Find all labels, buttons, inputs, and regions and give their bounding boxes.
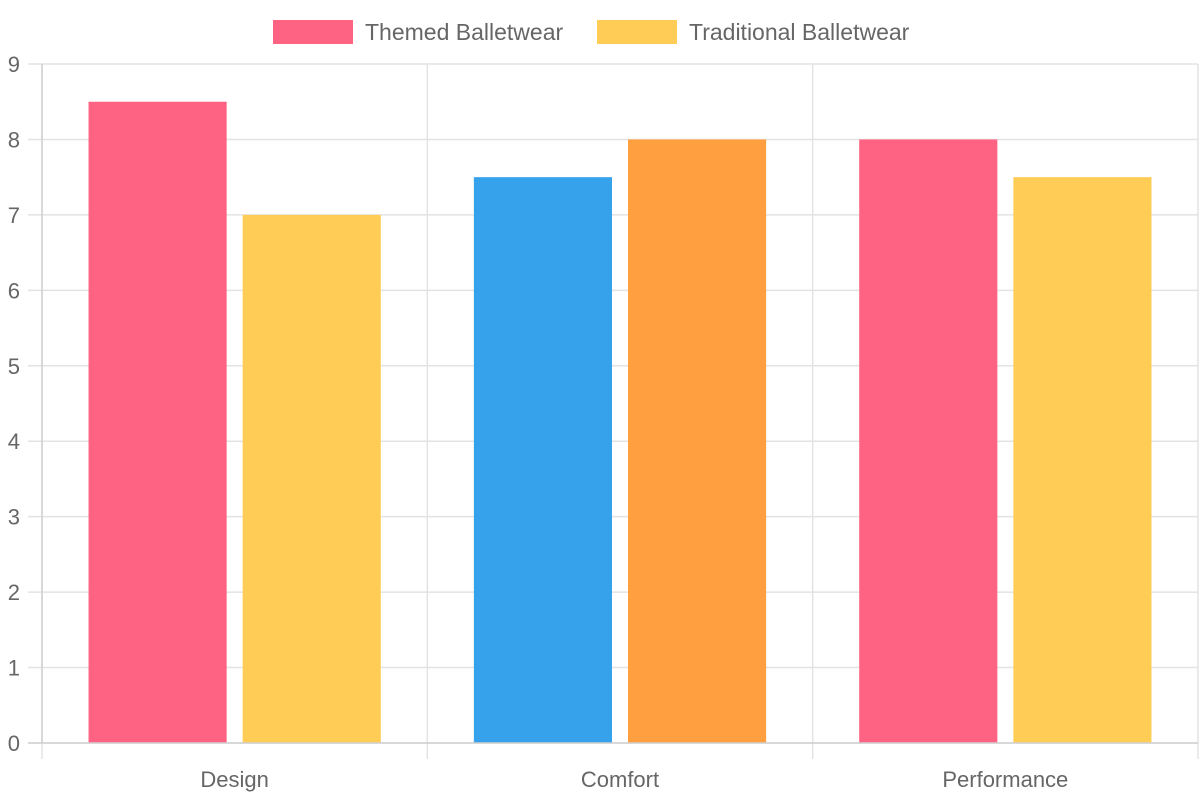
bar-comfort-traditional[interactable] (628, 139, 767, 743)
legend-swatch-traditional[interactable] (597, 20, 677, 44)
axes: 0 1 2 3 4 5 6 7 8 9 Design Comfort Performance (8, 52, 1198, 792)
y-tick-label: 6 (8, 278, 20, 303)
y-tick-label: 2 (8, 580, 20, 605)
y-tick-label: 9 (8, 52, 20, 77)
x-tick-label: Comfort (581, 767, 659, 792)
bar-performance-themed[interactable] (859, 139, 998, 743)
legend: Themed Balletwear Traditional Balletwear (273, 19, 910, 45)
y-tick-label: 4 (8, 429, 20, 454)
legend-swatch-themed[interactable] (273, 20, 353, 44)
y-tick-label: 8 (8, 127, 20, 152)
bar-comfort-themed[interactable] (473, 177, 612, 743)
x-tick-label: Design (200, 767, 268, 792)
bar-design-traditional[interactable] (242, 214, 381, 743)
y-tick-label: 5 (8, 354, 20, 379)
bar-design-themed[interactable] (88, 101, 227, 743)
bars (88, 101, 1152, 743)
y-tick-label: 0 (8, 731, 20, 756)
y-tick-label: 3 (8, 505, 20, 530)
x-tick-label: Performance (942, 767, 1068, 792)
y-tick-label: 7 (8, 203, 20, 228)
legend-label-themed[interactable]: Themed Balletwear (365, 19, 563, 45)
bar-performance-traditional[interactable] (1013, 177, 1152, 743)
y-tick-label: 1 (8, 656, 20, 681)
legend-label-traditional[interactable]: Traditional Balletwear (689, 19, 910, 45)
